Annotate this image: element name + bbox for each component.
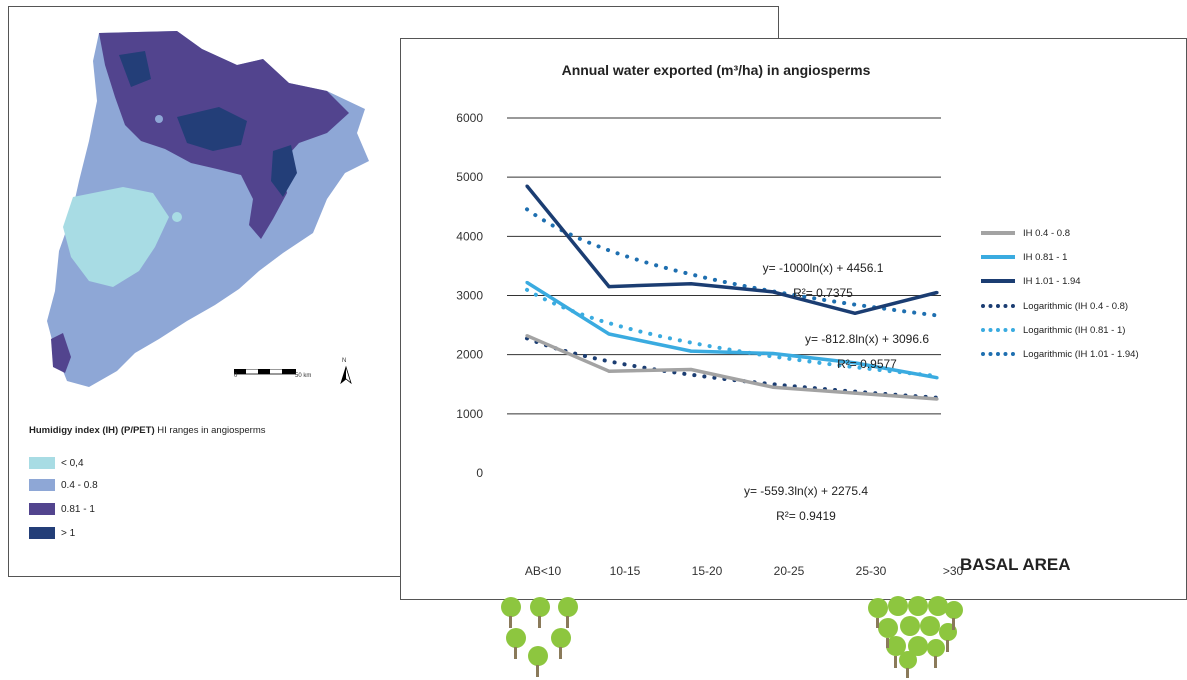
chart-legend-item: IH 1.01 - 1.94	[981, 274, 1081, 288]
chart-panel: 0 1000 2000 3000 4000 5000 6000 AB<10 10-15 15-2…	[400, 38, 1187, 600]
data-point	[607, 332, 611, 336]
x-tick-labels: AB<10 10-15 15-20 20-25 25-30 >30	[525, 564, 964, 578]
data-point	[607, 369, 611, 373]
map-spot	[155, 115, 163, 123]
map-legend-label: 0.4 - 0.8	[61, 479, 98, 491]
north-arrow-icon	[340, 365, 352, 385]
dense-trees-icon	[868, 596, 963, 678]
map-legend-title: Humidigy index (IH) (P/PET) HI ranges in…	[29, 425, 266, 436]
data-point	[935, 290, 939, 295]
map-legend-title-bold: Humidigy index (IH) (P/PET)	[29, 425, 155, 436]
trend-r-squared: R²= 0.9577	[837, 357, 897, 371]
x-tick-label: 20-25	[774, 564, 805, 578]
series-line	[526, 281, 938, 380]
chart-legend-label: Logarithmic (IH 1.01 - 1.94)	[1023, 348, 1139, 360]
trendlines	[525, 207, 939, 400]
chart-legend-label: Logarithmic (IH 0.4 - 0.8)	[1023, 300, 1129, 312]
y-tick-label: 5000	[456, 170, 483, 184]
data-point	[689, 367, 693, 372]
trend-equation: y= -812.8ln(x) + 3096.6	[805, 332, 929, 346]
map-legend-item: > 1	[29, 527, 75, 539]
map-legend-label: > 1	[61, 527, 76, 539]
line-chart: 0 1000 2000 3000 4000 5000 6000 AB<10 10-15 15-2…	[456, 111, 964, 578]
trend-equation: y= -1000ln(x) + 4456.1	[763, 261, 884, 275]
chart-legend-label: IH 0.4 - 0.8	[1023, 227, 1070, 239]
data-point	[689, 349, 693, 353]
map-legend-item: 0.81 - 1	[29, 503, 95, 515]
series-lines	[525, 184, 939, 401]
x-axis-label: BASAL AREA	[960, 555, 1071, 574]
map-legend-label: 0.81 - 1	[61, 503, 95, 515]
trend-r-squared: R²= 0.7375	[793, 286, 853, 300]
map-region-gt-1	[119, 51, 297, 197]
data-point	[525, 280, 529, 285]
map-legend-title-rest: HI ranges in angiosperms	[154, 425, 266, 436]
chart-legend-label: IH 0.81 - 1	[1023, 251, 1068, 263]
legend-line-marker	[981, 328, 1015, 332]
y-tick-label: 2000	[456, 348, 483, 362]
legend-line-marker	[981, 231, 1015, 235]
data-point	[771, 385, 775, 389]
y-tick-label: 3000	[456, 289, 483, 303]
chart-legend-item: IH 0.81 - 1	[981, 250, 1067, 264]
data-point	[935, 376, 939, 380]
series-line	[525, 184, 938, 316]
chart-legend-item: Logarithmic (IH 0.4 - 0.8)	[981, 299, 1128, 313]
y-tick-labels: 0 1000 2000 3000 4000 5000 6000	[456, 111, 483, 480]
trend-equation: y= -559.3ln(x) + 2275.4	[744, 484, 868, 498]
chart-legend-item: IH 0.4 - 0.8	[981, 226, 1070, 240]
x-tick-label: >30	[943, 564, 964, 578]
north-label: N	[342, 358, 347, 364]
data-point	[525, 334, 529, 338]
data-point	[525, 184, 529, 188]
data-point	[853, 311, 857, 315]
gridlines	[507, 117, 941, 415]
data-point	[771, 351, 775, 356]
legend-swatch	[29, 527, 55, 539]
scale-bar	[234, 369, 296, 375]
equation-annotations: y= -1000ln(x) + 4456.1 R²= 0.7375 y= -812.…	[744, 261, 929, 523]
chart-legend-item: Logarithmic (IH 0.81 - 1)	[981, 323, 1125, 337]
map-legend-item: < 0,4	[29, 457, 84, 469]
chart-legend-label: IH 1.01 - 1.94	[1023, 275, 1081, 287]
y-tick-label: 4000	[456, 229, 483, 243]
x-tick-label: AB<10	[525, 564, 562, 578]
y-tick-label: 1000	[456, 407, 483, 421]
data-point	[935, 397, 939, 401]
map-spot	[172, 212, 182, 222]
data-point	[853, 361, 857, 365]
map-legend-label: < 0,4	[61, 457, 84, 469]
data-point	[607, 285, 611, 289]
y-tick-label: 0	[476, 466, 483, 480]
y-tick-label: 6000	[456, 111, 483, 125]
chart-legend-item: Logarithmic (IH 1.01 - 1.94)	[981, 347, 1139, 361]
legend-line-marker	[981, 352, 1015, 356]
legend-line-marker	[981, 255, 1015, 259]
legend-swatch	[29, 479, 55, 491]
map-legend-item: 0.4 - 0.8	[29, 479, 98, 491]
trend-r-squared: R²= 0.9419	[776, 509, 836, 523]
legend-swatch	[29, 457, 55, 469]
map-region-lt-0.4	[63, 187, 169, 287]
chart-title: Annual water exported (m³/ha) in angiosp…	[561, 62, 871, 78]
scale-50km-label: 50 km	[295, 373, 312, 379]
x-tick-label: 10-15	[610, 564, 641, 578]
x-tick-label: 25-30	[856, 564, 887, 578]
sparse-trees-icon	[501, 597, 578, 677]
map-region-southwest-patch	[51, 333, 71, 373]
data-point	[771, 290, 775, 294]
data-point	[853, 391, 857, 395]
legend-line-marker	[981, 279, 1015, 283]
legend-swatch	[29, 503, 55, 515]
scale-zero-label: 0	[234, 373, 238, 379]
catalonia-humidity-map	[47, 31, 369, 387]
series-line	[526, 334, 938, 401]
chart-legend-label: Logarithmic (IH 0.81 - 1)	[1023, 324, 1126, 336]
legend-line-marker	[981, 304, 1015, 308]
x-tick-label: 15-20	[692, 564, 723, 578]
trendline	[525, 336, 939, 400]
data-point	[689, 282, 693, 286]
trendline	[525, 287, 939, 378]
